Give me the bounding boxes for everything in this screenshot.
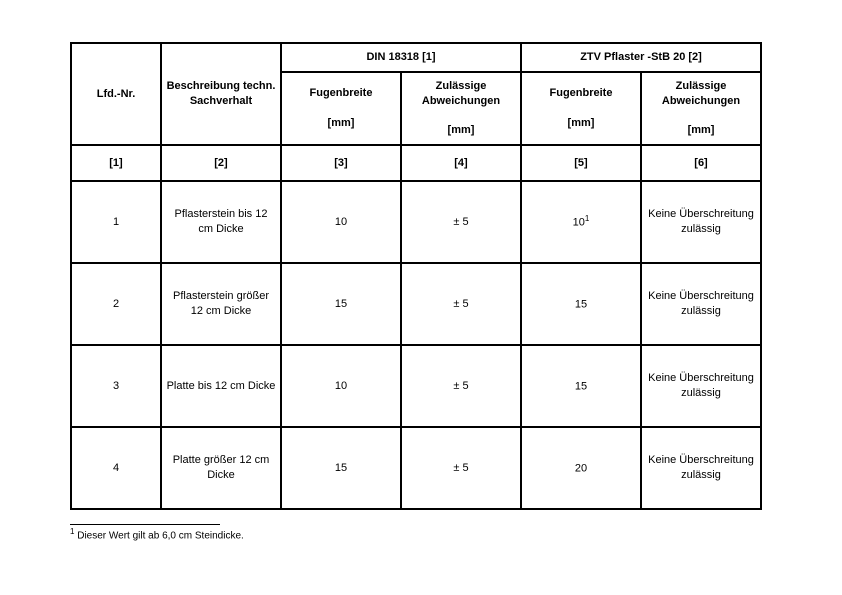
col-header-group-ztv: ZTV Pflaster -StB 20 [2]	[521, 43, 761, 72]
table-body: 1 Pflasterstein bis 12 cm Dicke 10 ± 5 1…	[71, 181, 761, 509]
cell-ztv-abw: Keine Überschreitung zulässig	[641, 181, 761, 263]
cell-din-abw: ± 5	[401, 345, 521, 427]
label: Zulässige Abweichungen	[422, 80, 500, 107]
label: Fugenbreite	[310, 87, 373, 99]
footnote-text: Dieser Wert gilt ab 6,0 cm Steindicke.	[77, 531, 244, 542]
value: 15	[575, 381, 587, 393]
table-row: 2 Pflasterstein größer 12 cm Dicke 15 ± …	[71, 263, 761, 345]
col-index: [5]	[521, 145, 641, 181]
unit: [mm]	[688, 124, 715, 136]
cell-ztv-fugen: 101	[521, 181, 641, 263]
unit: [mm]	[328, 117, 355, 129]
footnote-marker: 1	[585, 214, 589, 223]
column-index-row: [1] [2] [3] [4] [5] [6]	[71, 145, 761, 181]
cell-ztv-abw: Keine Überschreitung zulässig	[641, 345, 761, 427]
footnote-separator	[70, 524, 220, 525]
cell-ztv-abw: Keine Überschreitung zulässig	[641, 263, 761, 345]
table-row: 1 Pflasterstein bis 12 cm Dicke 10 ± 5 1…	[71, 181, 761, 263]
spec-table: Lfd.-Nr. Beschreibung techn. Sachverhalt…	[70, 42, 762, 510]
value: 10	[573, 217, 585, 229]
cell-din-fugen: 10	[281, 181, 401, 263]
cell-desc: Pflasterstein größer 12 cm Dicke	[161, 263, 281, 345]
cell-lfdnr: 1	[71, 181, 161, 263]
col-index: [6]	[641, 145, 761, 181]
cell-din-abw: ± 5	[401, 427, 521, 509]
col-index: [2]	[161, 145, 281, 181]
cell-lfdnr: 4	[71, 427, 161, 509]
col-header-lfdnr: Lfd.-Nr.	[71, 43, 161, 145]
col-header-ztv-abw: Zulässige Abweichungen [mm]	[641, 72, 761, 145]
label: Fugenbreite	[550, 87, 613, 99]
cell-din-fugen: 10	[281, 345, 401, 427]
cell-desc: Platte größer 12 cm Dicke	[161, 427, 281, 509]
cell-din-fugen: 15	[281, 427, 401, 509]
value: 20	[575, 463, 587, 475]
footnote-index: 1	[70, 527, 74, 536]
footnote: 1 Dieser Wert gilt ab 6,0 cm Steindicke.	[70, 527, 772, 541]
cell-lfdnr: 3	[71, 345, 161, 427]
col-header-group-din: DIN 18318 [1]	[281, 43, 521, 72]
page: Lfd.-Nr. Beschreibung techn. Sachverhalt…	[0, 0, 842, 542]
unit: [mm]	[568, 117, 595, 129]
value: 15	[575, 299, 587, 311]
cell-lfdnr: 2	[71, 263, 161, 345]
col-index: [1]	[71, 145, 161, 181]
label: Zulässige Abweichungen	[662, 80, 740, 107]
col-header-din-abw: Zulässige Abweichungen [mm]	[401, 72, 521, 145]
col-index: [3]	[281, 145, 401, 181]
col-header-ztv-fugen: Fugenbreite [mm]	[521, 72, 641, 145]
cell-din-abw: ± 5	[401, 181, 521, 263]
col-header-desc: Beschreibung techn. Sachverhalt	[161, 43, 281, 145]
cell-ztv-fugen: 15	[521, 263, 641, 345]
cell-din-abw: ± 5	[401, 263, 521, 345]
cell-desc: Pflasterstein bis 12 cm Dicke	[161, 181, 281, 263]
table-row: 4 Platte größer 12 cm Dicke 15 ± 5 20 Ke…	[71, 427, 761, 509]
cell-ztv-fugen: 20	[521, 427, 641, 509]
table-row: 3 Platte bis 12 cm Dicke 10 ± 5 15 Keine…	[71, 345, 761, 427]
cell-ztv-fugen: 15	[521, 345, 641, 427]
cell-din-fugen: 15	[281, 263, 401, 345]
cell-ztv-abw: Keine Überschreitung zulässig	[641, 427, 761, 509]
unit: [mm]	[448, 124, 475, 136]
col-header-din-fugen: Fugenbreite [mm]	[281, 72, 401, 145]
col-index: [4]	[401, 145, 521, 181]
table-header: Lfd.-Nr. Beschreibung techn. Sachverhalt…	[71, 43, 761, 181]
cell-desc: Platte bis 12 cm Dicke	[161, 345, 281, 427]
